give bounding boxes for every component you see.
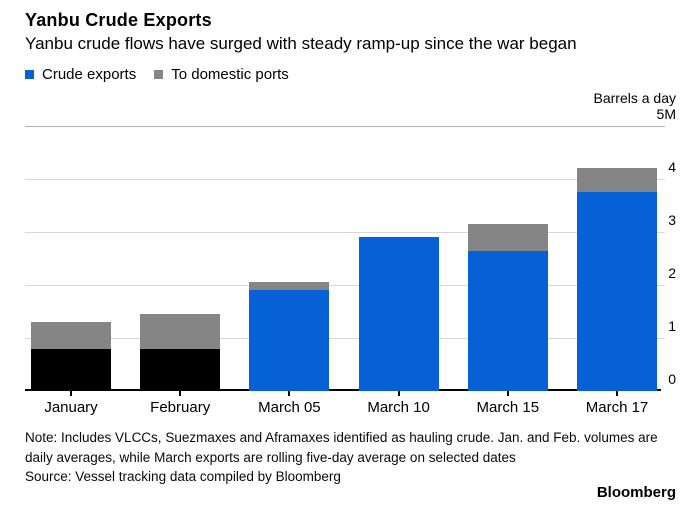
legend-item-domestic-ports: To domestic ports	[154, 66, 289, 83]
legend: Crude exports To domestic ports	[25, 66, 289, 83]
gridline-y1	[25, 338, 665, 339]
y-axis-tick-label-0: 0	[668, 371, 676, 387]
chart-subtitle: Yanbu crude flows have surged with stead…	[25, 34, 577, 53]
y-axis-tick-label-1: 1	[668, 318, 676, 334]
x-axis-tick-january	[70, 391, 72, 396]
y-axis-tick-label-2: 2	[668, 265, 676, 281]
domestic-ports-swatch-icon	[154, 70, 164, 79]
x-axis-label-january: January	[44, 399, 98, 416]
legend-item-crude-exports: Crude exports	[25, 66, 136, 83]
y-axis-tick-label-5M: 5M	[656, 106, 676, 122]
legend-label-domestic-ports: To domestic ports	[171, 66, 289, 83]
bar-domestic-ports-march-05	[249, 282, 330, 291]
x-axis-label-march-15: March 15	[476, 399, 540, 416]
bar-domestic-ports-february	[140, 314, 221, 349]
footnote-line-1: Note: Includes VLCCs, Suezmaxes and Afra…	[25, 430, 658, 445]
y-axis-tick-label-3: 3	[668, 212, 676, 228]
bar-crude-exports-march-05	[249, 290, 330, 391]
bar-domestic-ports-january	[31, 322, 111, 349]
bar-crude-exports-march-15	[467, 250, 548, 391]
source-line: Source: Vessel tracking data compiled by…	[25, 469, 341, 484]
legend-label-crude-exports: Crude exports	[42, 66, 137, 83]
x-axis-tick-february	[179, 391, 182, 396]
gridline-y2	[25, 285, 665, 286]
bar-domestic-ports-march-17	[577, 168, 657, 193]
bar-crude-exports-march-10	[358, 237, 439, 391]
chart-title: Yanbu Crude Exports	[25, 10, 212, 30]
gridline-y4	[25, 179, 665, 180]
gridline-y3	[25, 232, 665, 233]
x-axis-line	[25, 389, 661, 391]
y-axis-unit-label: Barrels a day	[593, 90, 676, 106]
x-axis-label-february: February	[150, 399, 211, 416]
footnote: Note: Includes VLCCs, Suezmaxes and Afra…	[25, 428, 658, 468]
crude-exports-swatch-icon	[25, 70, 34, 79]
x-axis-tick-march-17	[616, 391, 618, 396]
y-axis-tick-label-4: 4	[668, 159, 676, 175]
bar-crude-exports-march-17	[577, 192, 657, 391]
x-axis-tick-march-10	[397, 391, 400, 396]
x-axis-label-march-10: March 10	[367, 399, 430, 416]
gridline-y5	[25, 126, 665, 127]
bar-crude-exports-february	[140, 348, 221, 391]
bar-domestic-ports-march-15	[467, 224, 548, 251]
bloomberg-logo: Bloomberg	[596, 484, 676, 501]
bar-crude-exports-january	[31, 348, 111, 391]
x-axis-label-march-17: March 17	[585, 399, 649, 416]
footnote-line-2: daily averages, while March exports are …	[25, 450, 516, 465]
x-axis-label-march-05: March 05	[258, 399, 321, 416]
x-axis-tick-march-15	[506, 391, 509, 396]
x-axis-tick-march-05	[288, 391, 291, 396]
